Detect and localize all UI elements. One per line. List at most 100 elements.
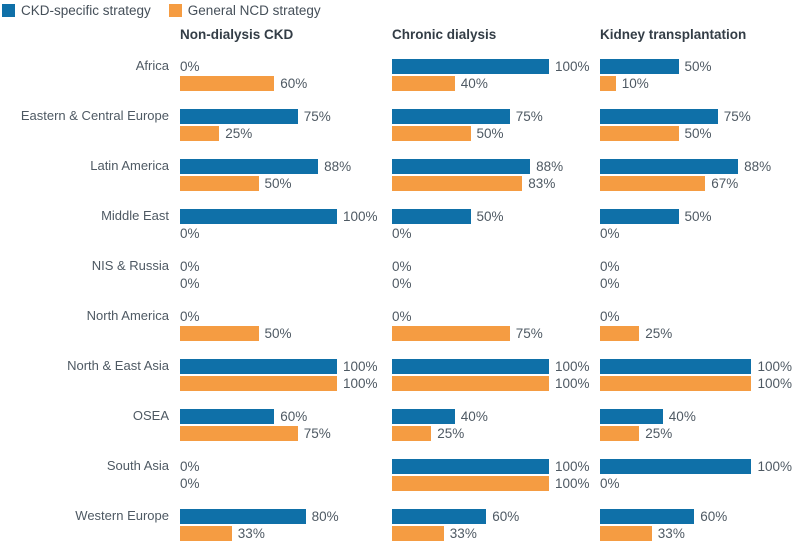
chart-cell: 100% 0% (596, 458, 792, 491)
chart-cell: 88% 83% (388, 158, 596, 191)
bar-value-label: 67% (711, 175, 739, 191)
bar-value-label: 33% (657, 525, 685, 541)
chart-cell: 40% 25% (388, 408, 596, 441)
bar-value-label: 100% (555, 458, 590, 474)
bar-value-label: 0% (180, 275, 200, 291)
chart-cell: 50% 0% (388, 208, 596, 241)
bar-line: 75% (180, 425, 388, 441)
bar-general-ncd (180, 75, 275, 91)
bar-general-ncd (180, 125, 220, 141)
bar-value-label: 0% (392, 308, 412, 324)
bar-ckd-specific (392, 158, 531, 174)
chart-cell: 60% 75% (176, 408, 388, 441)
bar-value-label: 100% (343, 375, 378, 391)
legend-swatch-ckd-specific-icon (2, 3, 15, 17)
bar-value-label: 100% (555, 358, 590, 374)
bar-value-label: 25% (645, 425, 673, 441)
bar-value-label: 0% (180, 475, 200, 491)
chart-cell: 100% 40% (388, 58, 596, 91)
bar-line: 80% (180, 508, 388, 524)
bar-value-label: 0% (392, 258, 412, 274)
bar-general-ncd (392, 375, 549, 391)
bar-ckd-specific (600, 358, 752, 374)
chart-cell: 75% 50% (388, 108, 596, 141)
bar-ckd-specific (600, 108, 718, 124)
bar-value-label: 33% (449, 525, 477, 541)
bar-line: 100% (180, 358, 388, 374)
bar-value-label: 33% (237, 525, 265, 541)
bar-ckd-specific (392, 358, 549, 374)
bar-general-ncd (180, 425, 298, 441)
bar-ckd-specific (180, 508, 306, 524)
bar-line: 88% (600, 158, 792, 174)
column-header-chronic-dialysis: Chronic dialysis (392, 27, 497, 42)
bar-ckd-specific (392, 108, 510, 124)
bar-line: 100% (600, 358, 792, 374)
bar-ckd-specific (180, 108, 298, 124)
bar-value-label: 40% (460, 75, 488, 91)
bar-general-ncd (600, 425, 640, 441)
chart-cell: 100% 100% (596, 358, 792, 391)
bar-line: 10% (600, 75, 792, 91)
bar-ckd-specific (600, 58, 679, 74)
chart-cell: 100% 0% (176, 208, 388, 241)
bar-value-label: 60% (280, 408, 308, 424)
bar-line: 0% (392, 308, 596, 324)
bar-line: 100% (600, 458, 792, 474)
chart-cell: 50% 0% (596, 208, 792, 241)
region-label: Eastern & Central Europe (20, 108, 169, 123)
bar-value-label: 50% (684, 125, 712, 141)
bar-value-label: 0% (180, 258, 200, 274)
chart-cell: 75% 50% (596, 108, 792, 141)
bar-general-ncd (180, 325, 259, 341)
bar-value-label: 75% (515, 325, 543, 341)
bar-line: 0% (180, 275, 388, 291)
bar-general-ncd (180, 375, 337, 391)
bar-line: 100% (392, 358, 596, 374)
column-header-kidney-transplantation: Kidney transplantation (600, 27, 747, 42)
bar-general-ncd (392, 175, 523, 191)
bar-line: 100% (392, 58, 596, 74)
bar-line: 0% (600, 475, 792, 491)
chart-cell: 0% 0% (176, 258, 388, 291)
chart-cell: 0% 0% (176, 458, 388, 491)
bar-general-ncd (392, 125, 471, 141)
legend-swatch-general-ncd-icon (168, 3, 182, 17)
bar-value-label: 0% (600, 275, 620, 291)
bar-line: 33% (392, 525, 596, 541)
bar-line: 0% (180, 258, 388, 274)
bar-line: 67% (600, 175, 792, 191)
bar-general-ncd (600, 525, 652, 541)
bar-line: 88% (180, 158, 388, 174)
bar-general-ncd (600, 125, 679, 141)
bar-line: 0% (180, 308, 388, 324)
bar-line: 0% (392, 225, 596, 241)
bar-value-label: 25% (437, 425, 465, 441)
region-label: NIS & Russia (91, 258, 169, 273)
bar-line: 50% (392, 208, 596, 224)
bar-value-label: 60% (700, 508, 728, 524)
region-label: Middle East (101, 208, 169, 223)
bar-line: 75% (600, 108, 792, 124)
bar-general-ncd (392, 325, 510, 341)
bar-value-label: 0% (600, 258, 620, 274)
bar-general-ncd (392, 75, 455, 91)
bar-value-label: 100% (343, 208, 378, 224)
chart-cell: 100% 100% (388, 458, 596, 491)
region-label: Latin America (90, 158, 169, 173)
bar-line: 0% (392, 258, 596, 274)
bar-line: 0% (600, 275, 792, 291)
bar-general-ncd (392, 525, 444, 541)
chart-cell: 0% 60% (176, 58, 388, 91)
bar-line: 100% (392, 458, 596, 474)
chart-cell: 100% 100% (388, 358, 596, 391)
bar-value-label: 0% (180, 225, 200, 241)
bar-general-ncd (392, 425, 432, 441)
bar-general-ncd (600, 75, 616, 91)
bar-ckd-specific (392, 508, 487, 524)
bar-ckd-specific (392, 408, 455, 424)
bar-line: 33% (600, 525, 792, 541)
bar-ckd-specific (392, 458, 549, 474)
chart-cell: 60% 33% (388, 508, 596, 541)
